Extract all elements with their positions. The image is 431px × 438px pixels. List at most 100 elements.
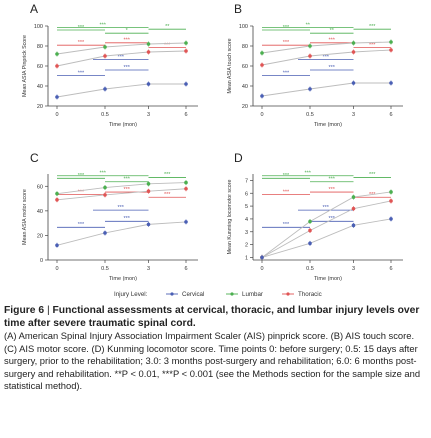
caption-separator: | <box>46 305 50 316</box>
panel-label-a: A <box>30 2 38 16</box>
series-line-thoracic <box>56 50 187 67</box>
significance-label: *** <box>164 192 171 198</box>
data-point-thoracic <box>55 198 59 202</box>
series-line-cervical <box>261 82 391 97</box>
data-point-lumbar <box>308 219 312 224</box>
y-tick-label: 100 <box>34 24 43 30</box>
series-line-lumbar <box>261 41 392 54</box>
data-point-thoracic <box>184 49 188 53</box>
caption-body: (A) American Spinal Injury Association I… <box>4 330 421 392</box>
series-line-thoracic <box>56 188 187 201</box>
y-axis-label: Mean ASIA touch score <box>227 38 233 93</box>
significance-label: *** <box>369 24 376 30</box>
significance-label: *** <box>323 54 330 60</box>
data-point-thoracic <box>389 199 393 203</box>
data-point-cervical <box>146 222 151 227</box>
data-point-cervical <box>184 82 188 86</box>
significance-label: *** <box>164 172 171 178</box>
y-tick-label: 20 <box>37 233 43 239</box>
significance-label: ** <box>330 28 335 34</box>
data-point-lumbar <box>351 195 356 199</box>
significance-label: ** <box>306 22 311 28</box>
legend-marker-cervical <box>170 292 174 296</box>
y-tick-label: 80 <box>242 44 248 50</box>
significance-label: *** <box>124 65 131 71</box>
legend: Injury Level: Cervical Lumbar Thoracic <box>114 291 322 298</box>
significance-label: ** <box>165 24 170 30</box>
significance-label: *** <box>329 187 336 193</box>
x-axis-label: Time (mon) <box>314 122 342 128</box>
x-axis-label: Time (mon) <box>109 122 137 128</box>
x-tick-label: 0 <box>55 266 58 272</box>
data-point-lumbar <box>184 41 188 45</box>
x-tick-label: 0.5 <box>101 266 109 272</box>
y-tick-label: 60 <box>37 64 43 70</box>
significance-label: *** <box>118 54 125 60</box>
data-point-thoracic <box>389 48 393 52</box>
x-tick-label: 6 <box>389 112 392 118</box>
data-point-thoracic <box>308 228 312 233</box>
legend-marker-thoracic <box>286 292 290 296</box>
legend-marker-lumbar <box>230 292 234 296</box>
x-tick-label: 0.5 <box>101 112 109 118</box>
data-point-cervical <box>351 223 356 228</box>
significance-label: *** <box>100 171 107 177</box>
significance-label: *** <box>329 177 336 183</box>
significance-label: *** <box>305 171 312 177</box>
significance-label: *** <box>78 40 85 46</box>
significance-label: *** <box>118 205 125 211</box>
data-point-thoracic <box>103 54 107 58</box>
data-point-thoracic <box>308 54 312 58</box>
significance-label: *** <box>124 38 131 44</box>
figure-caption: Figure 6 | Functional assessments at cer… <box>4 304 427 393</box>
series-line-thoracic <box>261 49 392 66</box>
y-axis-label: Mean ASIA motor score <box>22 189 28 245</box>
significance-label: *** <box>323 205 330 211</box>
significance-label: *** <box>283 40 290 46</box>
data-point-lumbar <box>146 182 151 186</box>
data-point-lumbar <box>146 42 151 46</box>
caption-figure-label: Figure 6 <box>4 305 45 316</box>
chart-panel-d: D 1 2 3 4 5 6 7 0 0.5 3 6 Time (mon) Mean Kunming loc… <box>227 151 403 282</box>
data-point-lumbar <box>389 190 393 194</box>
y-tick-label: 5 <box>245 204 248 210</box>
y-tick-label: 40 <box>37 209 43 215</box>
data-point-lumbar <box>184 180 188 185</box>
significance-label: *** <box>124 216 131 222</box>
series-line-cervical <box>56 83 186 98</box>
data-point-thoracic <box>55 64 59 68</box>
y-tick-label: 20 <box>37 104 43 110</box>
y-tick-label: 40 <box>37 84 43 90</box>
y-tick-label: 80 <box>37 44 43 50</box>
y-axis-label: Mean Kunming locomotor score <box>227 180 233 255</box>
chart-panel-c: C 0 20 40 60 0 0.5 3 6 Time (mon) Mean ASIA motor … <box>22 151 198 282</box>
x-tick-label: 0 <box>260 266 263 272</box>
x-tick-label: 3 <box>147 112 150 118</box>
chart-panel-b: B 20 40 60 80 100 0 0.5 3 6 Time (mon) Mean ASIA to… <box>227 2 403 128</box>
data-point-cervical <box>146 82 151 86</box>
series-line-cervical <box>56 221 187 246</box>
data-point-cervical <box>389 217 393 221</box>
data-point-lumbar <box>55 52 59 56</box>
data-point-lumbar <box>389 40 393 44</box>
significance-label: *** <box>78 189 85 195</box>
significance-label: *** <box>369 172 376 178</box>
y-axis-label: Mean ASIA Pinprick Score <box>22 35 28 97</box>
significance-label: *** <box>283 222 290 228</box>
x-tick-label: 3 <box>352 266 355 272</box>
significance-label: *** <box>283 189 290 195</box>
x-tick-label: 3 <box>147 266 150 272</box>
x-tick-label: 6 <box>389 266 392 272</box>
series-line-thoracic <box>261 200 392 258</box>
series-line-lumbar <box>56 182 187 195</box>
data-point-cervical <box>55 243 59 248</box>
panel-label-c: C <box>30 151 39 165</box>
legend-title: Injury Level: <box>114 291 148 298</box>
data-point-thoracic <box>146 189 151 193</box>
y-tick-label: 20 <box>242 104 248 110</box>
data-point-thoracic <box>103 193 107 197</box>
significance-label: *** <box>329 65 336 71</box>
chart-panel-a: A 20 40 60 80 100 0 0.5 3 6 Time (mon) Mean ASIA Pi… <box>22 2 198 128</box>
y-tick-label: 4 <box>245 217 248 223</box>
significance-label: *** <box>78 70 85 76</box>
